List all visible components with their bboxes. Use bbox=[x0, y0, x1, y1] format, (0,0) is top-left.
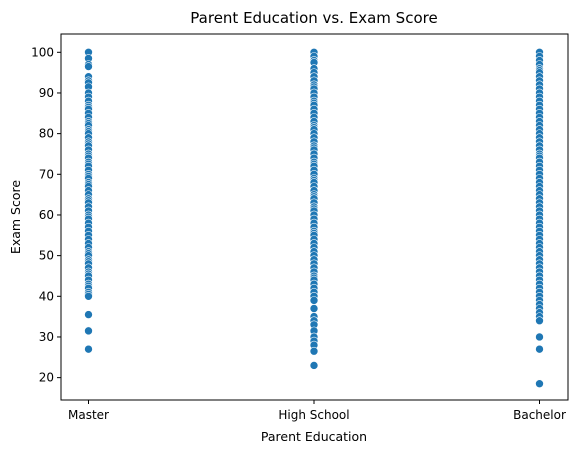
x-axis: Master High School Bachelor bbox=[68, 400, 566, 422]
x-tick-label: Bachelor bbox=[513, 408, 566, 422]
y-axis: 20 30 40 50 60 70 80 90 100 bbox=[31, 45, 61, 385]
y-axis-label: Exam Score bbox=[8, 180, 23, 254]
data-point bbox=[84, 62, 93, 71]
data-point bbox=[84, 326, 93, 336]
data-point bbox=[309, 346, 319, 356]
data-point bbox=[535, 316, 544, 326]
y-tick-label: 60 bbox=[39, 208, 54, 222]
data-points bbox=[84, 47, 544, 389]
y-tick-label: 30 bbox=[39, 330, 54, 344]
y-tick-label: 20 bbox=[39, 371, 54, 385]
data-point bbox=[309, 296, 319, 305]
data-point bbox=[535, 379, 544, 389]
data-point bbox=[84, 291, 93, 301]
chart-title: Parent Education vs. Exam Score bbox=[190, 9, 437, 27]
x-axis-label: Parent Education bbox=[261, 429, 367, 444]
data-point bbox=[84, 344, 93, 354]
y-tick-label: 70 bbox=[39, 167, 54, 181]
y-tick-label: 80 bbox=[39, 127, 54, 141]
x-tick-label: High School bbox=[278, 408, 349, 422]
data-point bbox=[84, 310, 93, 319]
data-point bbox=[535, 344, 544, 354]
data-point bbox=[535, 332, 544, 342]
y-tick-label: 50 bbox=[39, 249, 54, 263]
data-point bbox=[309, 304, 319, 313]
y-tick-label: 100 bbox=[31, 45, 54, 59]
x-tick-label: Master bbox=[68, 408, 109, 422]
y-tick-label: 90 bbox=[39, 86, 54, 100]
y-tick-label: 40 bbox=[39, 289, 54, 303]
data-point bbox=[309, 361, 319, 370]
